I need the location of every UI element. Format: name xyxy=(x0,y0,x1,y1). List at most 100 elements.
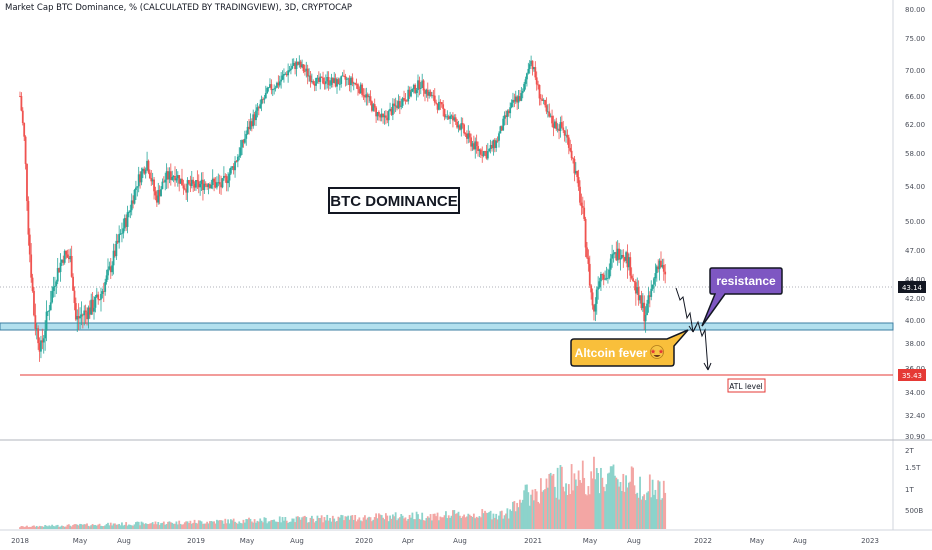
volume-bar xyxy=(639,476,641,529)
volume-bar xyxy=(513,501,516,529)
volume-bar xyxy=(397,518,400,529)
volume-bar xyxy=(548,474,551,529)
volume-bar xyxy=(344,516,347,529)
volume-bar xyxy=(633,485,636,529)
candle-body xyxy=(587,257,590,264)
support-zone[interactable] xyxy=(0,322,894,331)
volume-bar xyxy=(313,522,316,529)
volume-bar xyxy=(512,501,514,529)
volume-bar xyxy=(528,505,531,529)
volume-bar xyxy=(436,512,439,529)
svg-text:43.14: 43.14 xyxy=(902,284,923,292)
candle-body xyxy=(295,61,298,69)
volume-bar xyxy=(266,523,269,529)
atl-level-label[interactable]: ATL level xyxy=(727,378,766,393)
candle-body xyxy=(324,81,327,84)
volume-bar xyxy=(175,521,178,529)
volume-bar xyxy=(93,525,95,529)
volume-bar xyxy=(530,494,533,529)
candle-body xyxy=(433,95,436,103)
candle-body xyxy=(369,96,372,102)
price-tick-label: 34.00 xyxy=(905,389,925,397)
candle-body xyxy=(545,105,548,112)
volume-bar xyxy=(477,517,479,529)
volume-bar xyxy=(287,522,290,529)
volume-bar xyxy=(162,521,165,529)
altcoin-fever-callout[interactable]: Altcoin fever xyxy=(570,329,689,367)
candle-body xyxy=(267,87,270,89)
time-tick-label: 2022 xyxy=(694,537,712,545)
candle-body xyxy=(350,77,352,86)
candle-body xyxy=(347,78,350,80)
candle-body xyxy=(636,287,639,294)
candle-body xyxy=(47,311,49,313)
candle-body xyxy=(292,62,295,66)
candle-body xyxy=(41,340,44,343)
volume-bar xyxy=(366,517,369,529)
time-tick-label: Aug xyxy=(290,537,304,545)
candle-body xyxy=(344,75,347,80)
candle-body xyxy=(21,110,24,123)
volume-bar xyxy=(584,494,587,529)
volume-bar xyxy=(104,525,107,529)
volume-bar xyxy=(604,491,607,529)
candle-body xyxy=(611,254,614,259)
volume-bar xyxy=(51,524,54,529)
candle-body xyxy=(424,90,426,94)
volume-bar xyxy=(387,521,390,529)
volume-bar xyxy=(371,521,373,529)
candle-body xyxy=(498,133,500,141)
candle-body xyxy=(398,101,401,107)
candle-body xyxy=(605,277,608,279)
candle-body xyxy=(580,202,583,207)
candle-body xyxy=(457,125,460,128)
candle-body xyxy=(34,315,37,329)
candle-body xyxy=(67,257,70,260)
candle-body xyxy=(188,180,190,184)
candle-body xyxy=(83,310,86,316)
volume-bar xyxy=(403,518,405,529)
volume-bar xyxy=(239,522,242,529)
volume-bar xyxy=(595,468,598,529)
candle-body xyxy=(115,240,118,257)
candle-body xyxy=(449,116,452,119)
candle-body xyxy=(303,71,306,72)
candle-body xyxy=(461,123,464,125)
volume-bar xyxy=(23,527,26,529)
candle-body xyxy=(234,161,236,171)
volume-bar xyxy=(460,517,463,529)
volume-bar xyxy=(160,523,162,529)
volume-bar xyxy=(214,523,217,529)
volume-bar xyxy=(60,525,63,529)
volume-bar xyxy=(338,517,341,529)
candle-body xyxy=(196,180,199,182)
volume-bar xyxy=(644,500,647,529)
candle-body xyxy=(528,64,531,69)
candle-body xyxy=(474,141,477,150)
volume-bar xyxy=(517,507,520,529)
candle-body xyxy=(331,77,334,83)
volume-bar xyxy=(558,499,560,529)
candle-body xyxy=(357,84,359,90)
candle-body xyxy=(312,81,315,84)
volume-bar xyxy=(421,512,424,529)
volume-bar xyxy=(657,480,660,529)
candle-body xyxy=(553,121,556,128)
volume-bar xyxy=(405,520,408,529)
volume-bar xyxy=(579,480,581,529)
volume-bar xyxy=(334,521,337,529)
candle-body xyxy=(396,105,398,109)
volume-bar xyxy=(178,520,181,529)
candle-body xyxy=(100,293,102,300)
resistance-callout[interactable]: resistance xyxy=(701,267,783,327)
btc-dominance-label[interactable]: BTC DOMINANCE xyxy=(328,187,460,214)
volume-tick-label: 1.5T xyxy=(905,464,921,472)
volume-bar xyxy=(164,524,167,529)
candle-body xyxy=(376,112,379,117)
volume-bar xyxy=(206,521,209,529)
candle-body xyxy=(248,126,250,130)
candle-body xyxy=(27,201,30,235)
price-tick-label: 40.00 xyxy=(905,317,925,325)
candle-body xyxy=(20,96,23,111)
